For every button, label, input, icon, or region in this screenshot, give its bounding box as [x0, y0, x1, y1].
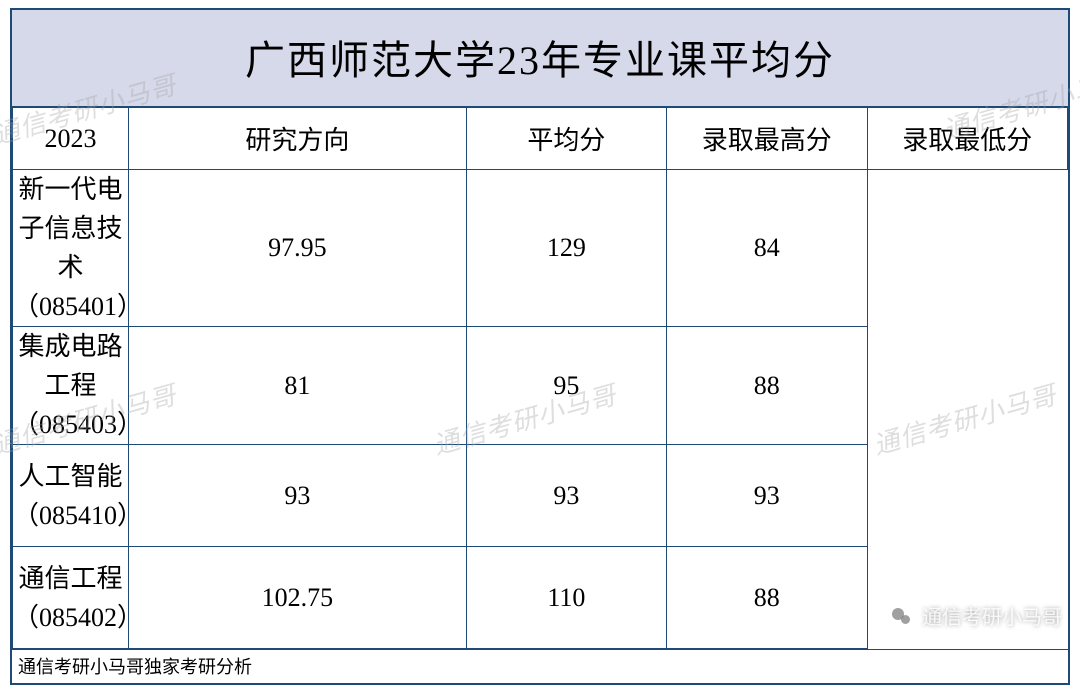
- cell-min: 84: [667, 170, 867, 327]
- cell-min: 93: [667, 445, 867, 547]
- cell-max: 129: [466, 170, 666, 327]
- cell-max: 110: [466, 547, 666, 649]
- table-row: 通信工程 （085402） 102.75 110 88: [13, 547, 1068, 649]
- major-code: （085402）: [13, 598, 128, 637]
- cell-direction: 人工智能 （085410）: [13, 445, 129, 547]
- major-code: （085410）: [13, 496, 128, 535]
- major-code: （085401）: [13, 287, 128, 326]
- table-header-row: 2023 研究方向 平均分 录取最高分 录取最低分: [13, 108, 1068, 170]
- table-row: 人工智能 （085410） 93 93 93: [13, 445, 1068, 547]
- cell-max: 95: [466, 327, 666, 445]
- major-code: （085403）: [13, 405, 128, 444]
- major-name: 新一代电子信息技术: [13, 170, 128, 287]
- cell-direction: 集成电路工程 （085403）: [13, 327, 129, 445]
- table-frame: 广西师范大学23年专业课平均分 2023 研究方向 平均分 录取最高分 录取最低…: [10, 8, 1070, 685]
- footer-note: 通信考研小马哥独家考研分析: [12, 649, 1068, 683]
- cell-max: 93: [466, 445, 666, 547]
- col-avg: 平均分: [466, 108, 666, 170]
- cell-direction: 新一代电子信息技术 （085401）: [13, 170, 129, 327]
- cell-min: 88: [667, 327, 867, 445]
- table-title: 广西师范大学23年专业课平均分: [12, 10, 1068, 107]
- major-name: 人工智能: [13, 457, 128, 496]
- major-name: 通信工程: [13, 559, 128, 598]
- cell-avg: 97.95: [129, 170, 467, 327]
- cell-direction: 通信工程 （085402）: [13, 547, 129, 649]
- col-max: 录取最高分: [667, 108, 867, 170]
- col-direction: 研究方向: [129, 108, 467, 170]
- cell-avg: 102.75: [129, 547, 467, 649]
- score-table: 2023 研究方向 平均分 录取最高分 录取最低分 新一代电子信息技术 （085…: [12, 107, 1068, 649]
- col-min: 录取最低分: [867, 108, 1067, 170]
- table-row: 新一代电子信息技术 （085401） 97.95 129 84: [13, 170, 1068, 327]
- year-cell: 2023: [13, 108, 129, 170]
- cell-min: 88: [667, 547, 867, 649]
- cell-avg: 93: [129, 445, 467, 547]
- cell-avg: 81: [129, 327, 467, 445]
- table-row: 集成电路工程 （085403） 81 95 88: [13, 327, 1068, 445]
- major-name: 集成电路工程: [13, 327, 128, 405]
